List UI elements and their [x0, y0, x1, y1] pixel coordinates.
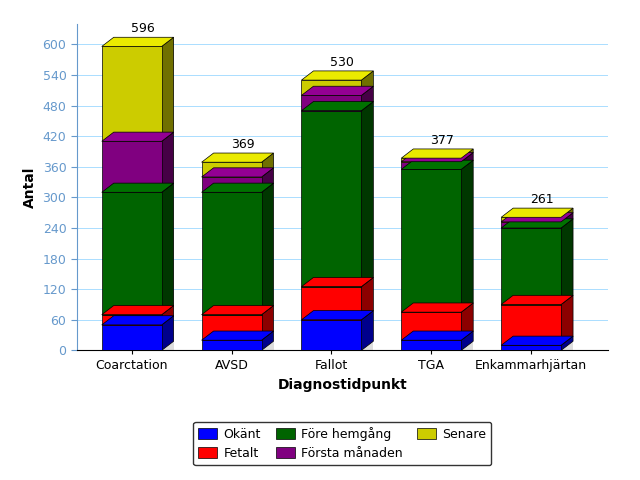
X-axis label: Diagnostidpunkt: Diagnostidpunkt [278, 378, 407, 392]
Polygon shape [461, 303, 473, 340]
Text: 530: 530 [330, 56, 355, 69]
Polygon shape [561, 295, 573, 345]
Legend: Okänt, Fetalt, Före hemgång, Första månaden, Senare: Okänt, Fetalt, Före hemgång, Första måna… [193, 422, 492, 465]
Polygon shape [513, 208, 573, 350]
Polygon shape [301, 311, 373, 320]
Polygon shape [262, 305, 273, 340]
Polygon shape [202, 331, 273, 340]
Bar [301, 111, 362, 287]
Polygon shape [561, 208, 573, 222]
Bar [102, 47, 162, 141]
Polygon shape [262, 331, 273, 350]
Polygon shape [202, 183, 273, 192]
Bar [401, 312, 461, 340]
Bar [401, 169, 461, 312]
Polygon shape [362, 71, 373, 96]
Bar [102, 141, 162, 192]
Bar [301, 287, 362, 320]
Polygon shape [102, 316, 173, 325]
Polygon shape [262, 168, 273, 192]
Bar [202, 192, 262, 315]
Polygon shape [401, 303, 473, 312]
Polygon shape [102, 132, 173, 141]
Polygon shape [162, 132, 173, 192]
Bar [501, 304, 561, 345]
Polygon shape [362, 102, 373, 287]
Polygon shape [461, 149, 473, 162]
Polygon shape [561, 213, 573, 228]
Polygon shape [262, 153, 273, 177]
Polygon shape [202, 153, 273, 162]
Bar [202, 340, 262, 350]
Polygon shape [162, 37, 173, 141]
Polygon shape [501, 295, 573, 304]
Bar [501, 222, 561, 228]
Polygon shape [401, 149, 473, 158]
Polygon shape [362, 277, 373, 320]
Bar [401, 340, 461, 350]
Polygon shape [401, 153, 473, 162]
Polygon shape [202, 305, 273, 315]
Bar [501, 345, 561, 350]
Text: 377: 377 [430, 134, 454, 147]
Bar [102, 315, 162, 325]
Polygon shape [102, 183, 173, 192]
Polygon shape [501, 213, 573, 222]
Polygon shape [461, 160, 473, 312]
Bar [301, 320, 362, 350]
Polygon shape [461, 153, 473, 169]
Polygon shape [501, 219, 573, 228]
Bar [202, 315, 262, 340]
Polygon shape [214, 153, 273, 350]
Polygon shape [162, 305, 173, 325]
Polygon shape [162, 316, 173, 350]
Polygon shape [461, 331, 473, 350]
Polygon shape [314, 71, 373, 350]
Polygon shape [413, 149, 473, 350]
Polygon shape [501, 208, 573, 217]
Polygon shape [401, 160, 473, 169]
Polygon shape [501, 336, 573, 345]
Bar [301, 96, 362, 111]
Polygon shape [362, 86, 373, 111]
Bar [102, 325, 162, 350]
Bar [301, 80, 362, 96]
Text: 596: 596 [131, 22, 155, 35]
Text: 261: 261 [531, 193, 554, 206]
Polygon shape [301, 277, 373, 287]
Polygon shape [102, 305, 173, 315]
Polygon shape [561, 219, 573, 304]
Polygon shape [401, 331, 473, 340]
Polygon shape [301, 102, 373, 111]
Polygon shape [262, 183, 273, 315]
Polygon shape [561, 336, 573, 350]
Polygon shape [162, 183, 173, 315]
Bar [401, 158, 461, 162]
Polygon shape [114, 37, 173, 350]
Polygon shape [202, 168, 273, 177]
Bar [202, 177, 262, 192]
Bar [102, 192, 162, 315]
Polygon shape [301, 71, 373, 80]
Bar [202, 162, 262, 177]
Bar [401, 162, 461, 169]
Polygon shape [301, 86, 373, 96]
Polygon shape [362, 311, 373, 350]
Y-axis label: Antal: Antal [23, 167, 37, 208]
Polygon shape [102, 37, 173, 47]
Bar [501, 217, 561, 222]
Text: 369: 369 [231, 138, 254, 151]
Bar [501, 228, 561, 304]
